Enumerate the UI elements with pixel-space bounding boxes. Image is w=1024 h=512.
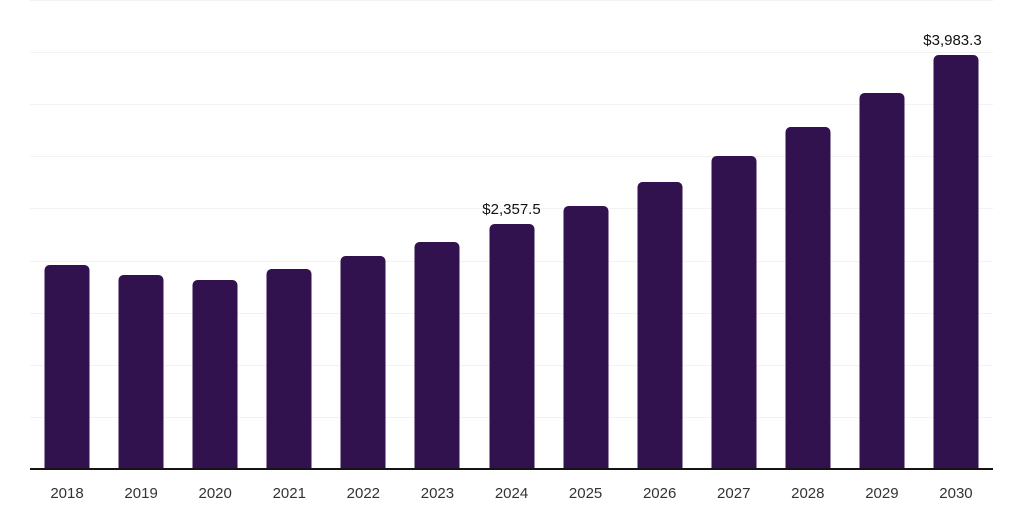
plot-area: $2,357.5 $3,983.3 bbox=[30, 0, 993, 470]
bar-2028 bbox=[785, 127, 831, 470]
bar-slot-2028 bbox=[771, 0, 845, 470]
bar-slot-2025 bbox=[549, 0, 623, 470]
x-tick-label-2025: 2025 bbox=[568, 484, 603, 502]
x-tick-label-2021: 2021 bbox=[272, 484, 306, 502]
bar-2023 bbox=[414, 241, 460, 470]
x-tick-label-2028: 2028 bbox=[791, 484, 825, 502]
bar-2018 bbox=[44, 264, 90, 470]
gridline-4500 bbox=[30, 0, 993, 2]
gridline-3500 bbox=[30, 104, 993, 106]
bar-slot-2022 bbox=[326, 0, 400, 470]
bar-slot-2024: $2,357.5 bbox=[474, 0, 548, 470]
x-tick-label-2018: 2018 bbox=[50, 484, 84, 502]
x-tick-label-2023: 2023 bbox=[420, 484, 455, 502]
bar-2024 bbox=[489, 224, 534, 470]
bar-slot-2020 bbox=[178, 0, 252, 470]
bar-value-label-2024: $2,357.5 bbox=[482, 201, 541, 219]
x-tick-label-2029: 2029 bbox=[865, 484, 899, 502]
bar-2019 bbox=[118, 275, 164, 470]
x-tick-label-2027: 2027 bbox=[717, 484, 751, 502]
bar-2026 bbox=[637, 181, 683, 470]
x-axis-line bbox=[30, 468, 993, 470]
bars-row: $2,357.5 $3,983.3 bbox=[30, 0, 993, 470]
bar-value-label-2030: $3,983.3 bbox=[923, 31, 982, 49]
x-tick-label-2019: 2019 bbox=[124, 484, 158, 502]
gridline-2500 bbox=[30, 208, 993, 210]
bar-2029 bbox=[859, 93, 905, 470]
x-tick-label-2026: 2026 bbox=[642, 484, 677, 502]
bar-2022 bbox=[340, 255, 386, 470]
x-tick-label-2024: 2024 bbox=[494, 484, 529, 502]
bar-2025 bbox=[563, 205, 609, 470]
gridline-3000 bbox=[30, 156, 993, 158]
bar-slot-2026 bbox=[623, 0, 697, 470]
x-axis-labels: 2018 2019 2020 2021 2022 2023 2024 2025 2026 2027… bbox=[30, 470, 993, 512]
gridline-4000 bbox=[30, 52, 993, 54]
bar-slot-2027 bbox=[697, 0, 771, 470]
bar-slot-2021 bbox=[252, 0, 326, 470]
bar-2027 bbox=[711, 156, 757, 470]
bar-2021 bbox=[266, 268, 312, 470]
x-tick-label-2030: 2030 bbox=[939, 484, 973, 502]
bar-slot-2023 bbox=[400, 0, 474, 470]
bar-slot-2018 bbox=[30, 0, 104, 470]
x-tick-label-2020: 2020 bbox=[198, 484, 232, 502]
bar-slot-2019 bbox=[104, 0, 178, 470]
bar-slot-2030: $3,983.3 bbox=[919, 0, 993, 470]
bar-2030 bbox=[933, 54, 979, 470]
bar-2020 bbox=[192, 279, 238, 470]
x-tick-label-2022: 2022 bbox=[346, 484, 381, 502]
bar-slot-2029 bbox=[845, 0, 919, 470]
